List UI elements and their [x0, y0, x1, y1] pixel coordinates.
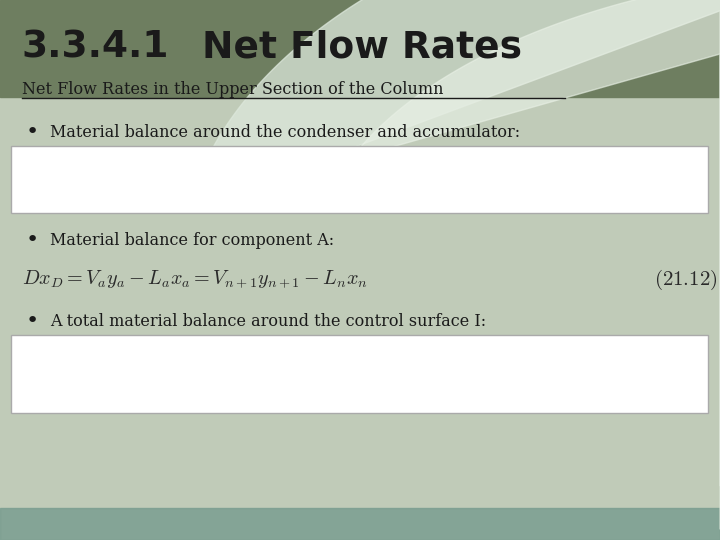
Text: Net Flow Rates in the Upper Section of the Column: Net Flow Rates in the Upper Section of t… [22, 80, 443, 98]
Text: 3.3.4.1: 3.3.4.1 [22, 30, 169, 65]
Text: •: • [25, 230, 38, 251]
Text: $D = V_{a} - L_{a}$: $D = V_{a} - L_{a}$ [36, 165, 181, 193]
Polygon shape [188, 0, 720, 529]
Text: $(21.11)$: $(21.11)$ [636, 360, 703, 387]
Text: Net Flow Rates: Net Flow Rates [202, 30, 521, 65]
Text: Material balance for component A:: Material balance for component A: [50, 232, 335, 249]
FancyBboxPatch shape [11, 335, 708, 413]
Polygon shape [0, 508, 720, 540]
Text: •: • [25, 311, 38, 332]
Text: •: • [25, 122, 38, 143]
FancyBboxPatch shape [11, 146, 708, 213]
Text: Material balance around the condenser and accumulator:: Material balance around the condenser an… [50, 124, 521, 141]
Text: $D = V_{n+1} - L_{n}$: $D = V_{n+1} - L_{n}$ [36, 359, 215, 388]
Text: A total material balance around the control surface I:: A total material balance around the cont… [50, 313, 487, 330]
Text: $(21.10)$: $(21.10)$ [636, 166, 703, 193]
Text: $(21.12)$: $(21.12)$ [654, 268, 717, 292]
Text: $Dx_{D} = V_{a}y_{a} - L_{a}x_{a} = V_{n+1}y_{n+1} - L_{n}x_{n}$: $Dx_{D} = V_{a}y_{a} - L_{a}x_{a} = V_{n… [22, 269, 367, 291]
Polygon shape [351, 0, 720, 486]
Polygon shape [0, 0, 720, 97]
